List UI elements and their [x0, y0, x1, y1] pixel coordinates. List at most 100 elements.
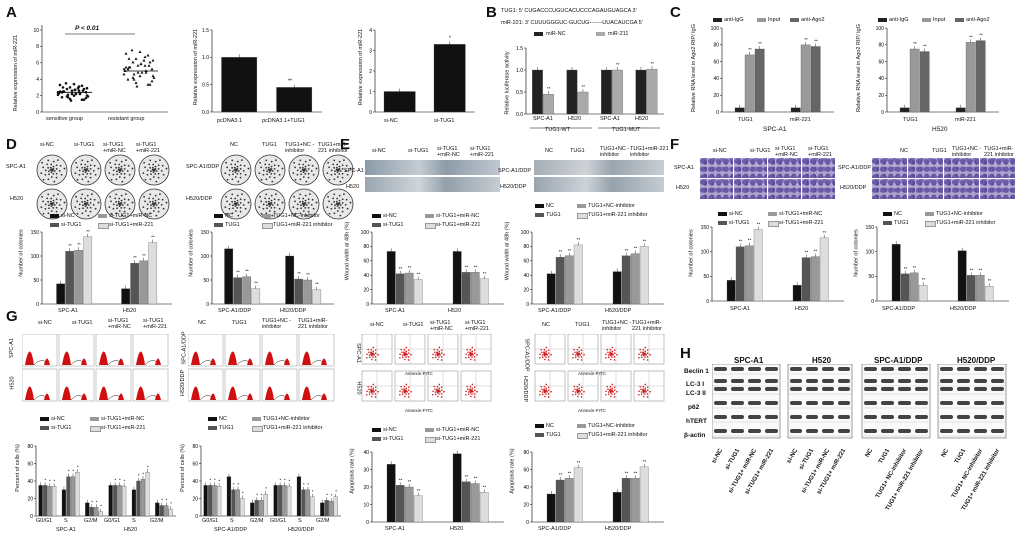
colony	[244, 207, 247, 210]
colony	[271, 204, 274, 206]
cell-dot	[399, 356, 401, 359]
cell-dot	[372, 390, 375, 393]
cell-dot	[541, 351, 543, 354]
cell-dot	[473, 393, 476, 395]
bar-input	[744, 54, 755, 113]
colony	[309, 159, 311, 162]
colony	[86, 172, 89, 175]
y-tick-label: 60	[27, 461, 33, 467]
data-point-sensitive	[80, 98, 84, 101]
colony	[89, 168, 92, 170]
a-scatter-xlabel-0: sensitive group	[46, 116, 83, 122]
colony	[86, 165, 89, 168]
data-point-sensitive	[80, 84, 84, 88]
colony	[310, 169, 313, 172]
cell-dot	[607, 356, 610, 359]
bar-nc	[546, 273, 556, 305]
colony	[266, 173, 268, 176]
chart-f-left: 0 50 100 150 ** ** ** ** ** **	[701, 221, 844, 305]
colony	[123, 176, 126, 179]
y-tick-label: 0	[30, 514, 33, 520]
colony	[47, 193, 50, 196]
colony	[339, 180, 342, 183]
cell-dot	[470, 395, 472, 398]
g-cc-left-ylabel: Percent of cells (%)	[14, 444, 21, 492]
colony	[343, 159, 345, 162]
cell-dot	[368, 351, 370, 354]
cell-dot	[640, 351, 642, 354]
colony	[226, 178, 229, 181]
y-tick-label: 100	[711, 26, 720, 32]
colony	[302, 169, 304, 171]
y-tick-label: 20	[363, 485, 369, 491]
protein-band	[731, 379, 744, 383]
bar-si-tug1-mir-221	[83, 236, 93, 305]
colony	[311, 164, 314, 167]
lane-label: NC	[940, 448, 950, 459]
bar-tug1	[555, 479, 565, 523]
lane-label: TUG1+ NC-inhibitor	[874, 448, 908, 500]
transwell-image	[944, 179, 979, 199]
cell-dot	[611, 356, 613, 358]
colony	[89, 164, 92, 167]
c-left-legend-swatch-0	[713, 18, 722, 22]
y-tick-label: 20	[713, 93, 719, 99]
colony	[128, 207, 131, 210]
colony	[275, 193, 277, 196]
data-point-sensitive	[60, 95, 64, 99]
g2-peak	[321, 358, 327, 365]
colony	[241, 193, 243, 196]
colony	[266, 204, 268, 207]
colony	[149, 193, 152, 196]
data-point-resistant	[150, 79, 154, 83]
colony	[123, 168, 126, 170]
colony	[154, 199, 157, 202]
colony	[281, 167, 284, 170]
colony	[81, 193, 84, 196]
bar-si-tug1-mir-221	[98, 511, 103, 517]
colony	[239, 210, 242, 213]
cell-dot	[443, 353, 445, 356]
cell-dot	[606, 385, 609, 388]
d-right-ylabel: Number of colonies	[188, 229, 195, 277]
colony	[157, 210, 160, 213]
cell-dot	[580, 359, 583, 361]
colony	[247, 167, 250, 170]
c-right-xlabel-1: miR-221	[955, 117, 976, 123]
cell-dot	[440, 352, 443, 354]
f-right-ylabel: Number of colonies	[853, 229, 860, 277]
g2-peak	[155, 393, 161, 400]
sig-mark: **	[758, 41, 762, 46]
cell-dot	[407, 386, 410, 389]
colony	[116, 173, 118, 176]
colony	[127, 198, 130, 201]
cell-dot	[466, 348, 469, 351]
cell-dot	[609, 390, 612, 393]
colony	[48, 173, 50, 176]
protein-band	[790, 415, 802, 419]
cell-dot	[399, 393, 401, 396]
cell-dot	[607, 391, 610, 393]
cell-dot	[434, 388, 436, 391]
protein-band	[957, 415, 970, 419]
colony	[232, 173, 234, 176]
cell-dot	[576, 389, 579, 391]
bar-si-nc	[61, 489, 67, 517]
chart-e-right: 0 20 40 60 80 100 ** ** ** ** ** **	[521, 230, 664, 308]
colony	[304, 206, 307, 209]
cell-dot	[438, 390, 441, 393]
sig-mark: **	[77, 242, 81, 247]
f-left-ylabel: Number of colonies	[688, 229, 695, 277]
bar-tug1	[555, 257, 565, 305]
y-tick-label: 40	[363, 273, 369, 279]
colony	[86, 199, 89, 202]
protein-band	[806, 429, 818, 433]
colony	[74, 206, 77, 209]
bar-anti-ago2	[919, 51, 930, 113]
colony	[47, 200, 50, 203]
transwell-image	[872, 179, 907, 199]
cell-dot	[432, 353, 434, 356]
cell-dot	[644, 393, 646, 395]
protein-band	[838, 367, 850, 371]
colony	[83, 166, 86, 169]
